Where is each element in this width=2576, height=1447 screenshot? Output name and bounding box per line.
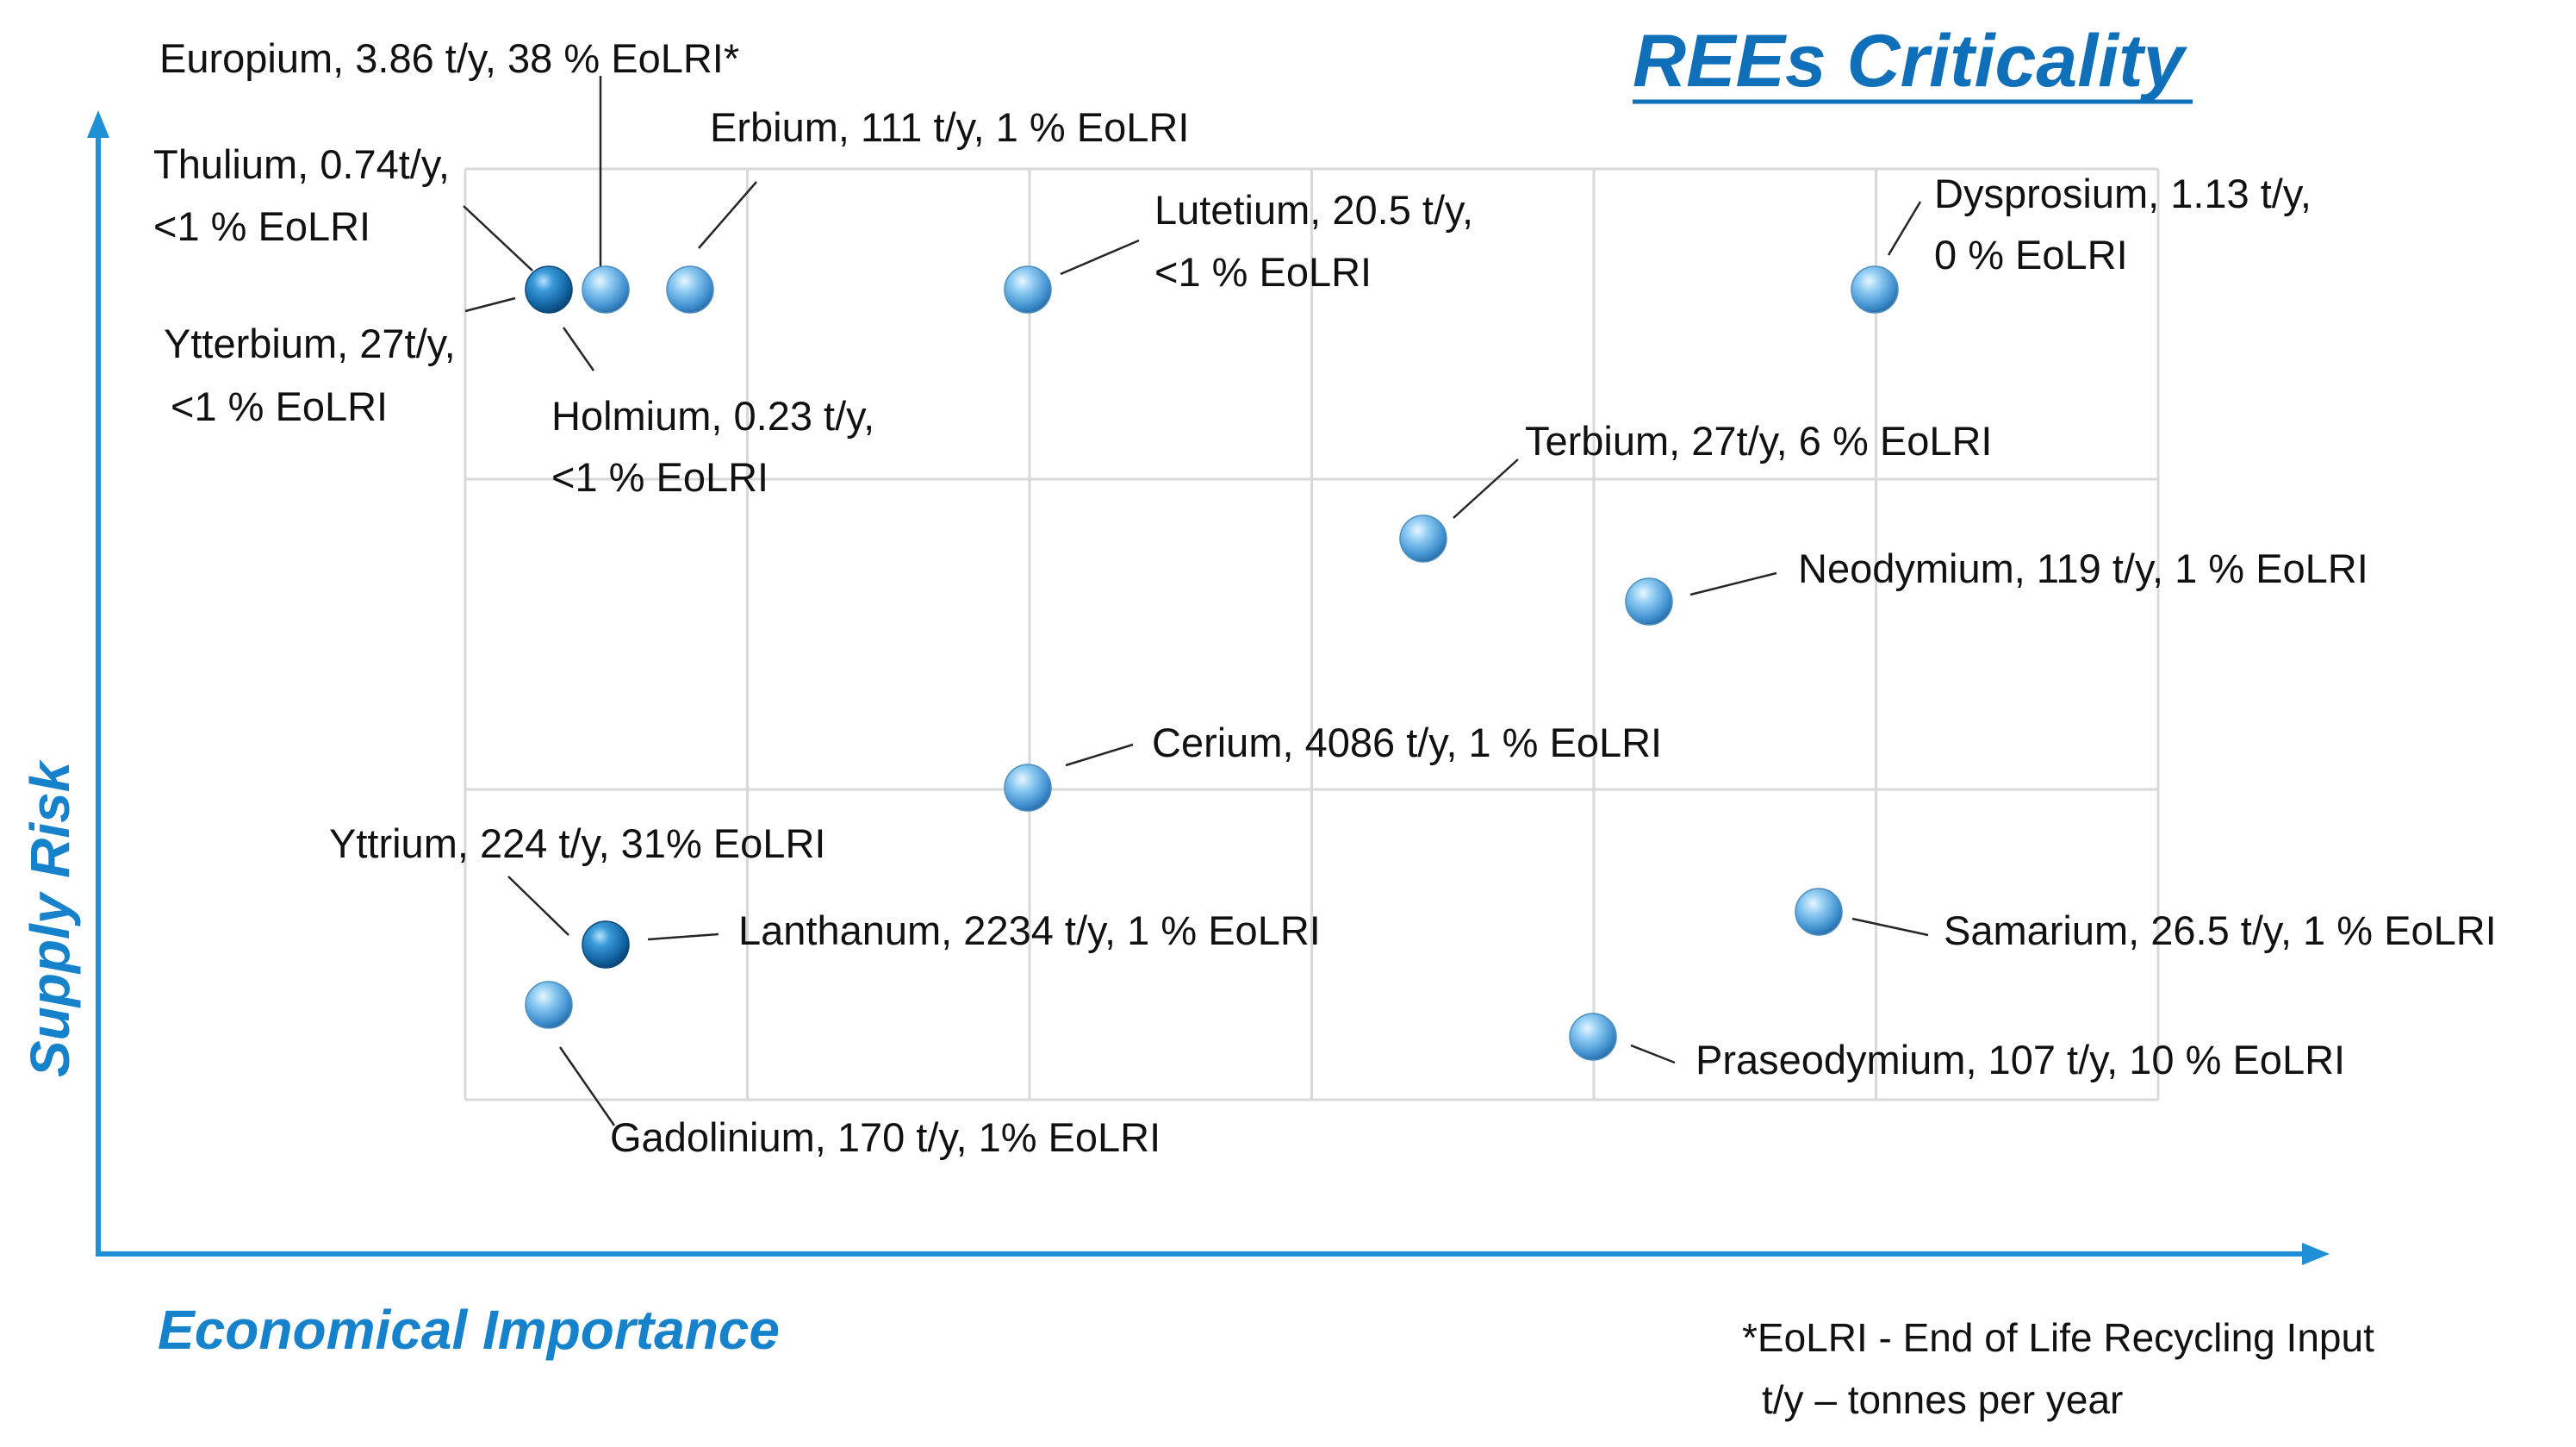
data-point-thulium bbox=[525, 265, 573, 314]
leader-line-dysprosium bbox=[1887, 201, 1922, 256]
data-point-erbium bbox=[666, 265, 714, 314]
data-point-samarium bbox=[1795, 888, 1843, 936]
data-label-yttrium: Yttrium, 224 t/y, 31% EoLRI bbox=[329, 820, 825, 866]
leader-line-holmium bbox=[562, 327, 595, 371]
leader-line-erbium bbox=[698, 181, 757, 249]
data-point-neodymium bbox=[1625, 577, 1673, 626]
leader-line-cerium bbox=[1065, 743, 1134, 767]
data-label-lutetium: Lutetium, 20.5 t/y, bbox=[1154, 187, 1473, 233]
leader-line-yttrium bbox=[507, 876, 569, 936]
data-point-europium bbox=[582, 265, 630, 314]
data-label-ytterbium: Ytterbium, 27t/y, bbox=[164, 321, 456, 366]
leader-line-terbium bbox=[1453, 458, 1519, 519]
x-axis-arrow-icon bbox=[2302, 1243, 2330, 1265]
leader-line-lanthanum bbox=[647, 932, 719, 941]
data-label-terbium: Terbium, 27t/y, 6 % EoLRI bbox=[1525, 418, 1992, 464]
leader-line-thulium bbox=[463, 205, 533, 271]
data-label-ytterbium: <1 % EoLRI bbox=[171, 384, 388, 429]
data-label-lanthanum: Lanthanum, 2234 t/y, 1 % EoLRI bbox=[738, 907, 1321, 953]
chart-title: REEs Criticality bbox=[1633, 20, 2188, 103]
leader-line-neodymium bbox=[1689, 571, 1777, 596]
data-label-europium: Europium, 3.86 t/y, 38 % EoLRI* bbox=[159, 35, 739, 81]
data-point-yttrium bbox=[582, 920, 630, 969]
data-point-gadolinium bbox=[525, 981, 573, 1029]
leader-line-gadolinium bbox=[558, 1046, 616, 1126]
leader-lines bbox=[463, 76, 1929, 1126]
data-label-lutetium: <1 % EoLRI bbox=[1154, 249, 1372, 295]
footnote-eolri: *EoLRI - End of Life Recycling Input bbox=[1742, 1315, 2374, 1360]
leader-line-ytterbium bbox=[464, 296, 516, 313]
data-label-holmium: <1 % EoLRI bbox=[551, 454, 768, 500]
y-axis-arrow-icon bbox=[87, 110, 109, 138]
data-label-thulium: Thulium, 0.74t/y, bbox=[153, 141, 450, 187]
data-label-neodymium: Neodymium, 119 t/y, 1 % EoLRI bbox=[1798, 546, 2368, 591]
data-point-terbium bbox=[1399, 515, 1447, 563]
data-points bbox=[525, 265, 1899, 1061]
leader-line-lutetium bbox=[1060, 239, 1140, 276]
data-label-praseodymium: Praseodymium, 107 t/y, 10 % EoLRI bbox=[1696, 1037, 2345, 1082]
data-point-praseodymium bbox=[1569, 1013, 1617, 1061]
footnote-units: t/y – tonnes per year bbox=[1762, 1377, 2123, 1422]
data-label-gadolinium: Gadolinium, 170 t/y, 1% EoLRI bbox=[610, 1114, 1160, 1160]
data-label-erbium: Erbium, 111 t/y, 1 % EoLRI bbox=[710, 104, 1189, 150]
data-label-dysprosium: Dysprosium, 1.13 t/y, bbox=[1934, 171, 2312, 216]
data-label-dysprosium: 0 % EoLRI bbox=[1934, 232, 2128, 278]
axes bbox=[87, 110, 2330, 1265]
data-point-lutetium bbox=[1004, 265, 1052, 314]
data-label-cerium: Cerium, 4086 t/y, 1 % EoLRI bbox=[1152, 720, 1662, 765]
data-labels: Europium, 3.86 t/y, 38 % EoLRI* Erbium, 1… bbox=[153, 35, 2497, 1160]
x-axis-label: Economical Importance bbox=[158, 1299, 780, 1361]
data-point-dysprosium bbox=[1851, 265, 1899, 314]
leader-line-praseodymium bbox=[1630, 1044, 1676, 1064]
data-label-samarium: Samarium, 26.5 t/y, 1 % EoLRI bbox=[1944, 907, 2497, 953]
data-point-cerium bbox=[1004, 764, 1052, 812]
data-label-thulium: <1 % EoLRI bbox=[153, 203, 370, 249]
gridlines bbox=[464, 167, 2160, 1101]
leader-line-samarium bbox=[1851, 917, 1929, 937]
y-axis-label: Supply Risk bbox=[19, 758, 81, 1077]
data-label-holmium: Holmium, 0.23 t/y, bbox=[551, 393, 874, 439]
